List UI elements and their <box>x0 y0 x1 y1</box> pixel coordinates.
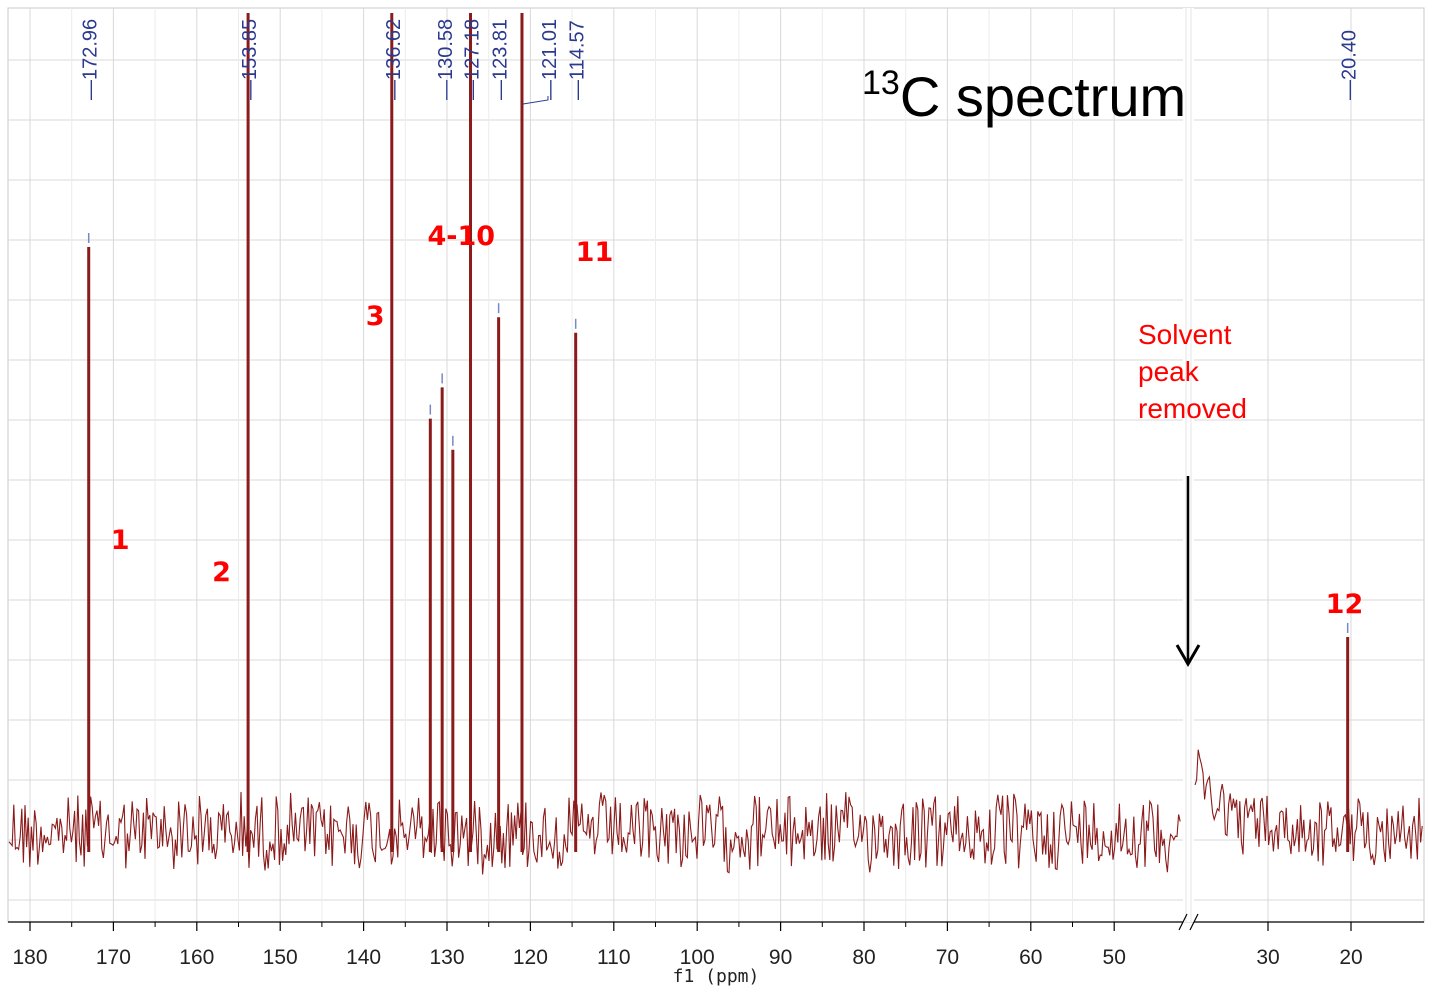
peak-labels: —172.96 —153.85 —136.62 —130.58 —127.18 —123.… <box>80 19 1361 105</box>
peak-label-114.57: —114.57 <box>567 20 589 100</box>
x-axis-label: f1 (ppm) <box>673 966 760 987</box>
axis-break-band <box>1183 8 1194 922</box>
assignment-label-4-10: 4-10 <box>427 221 496 252</box>
x-tick-label: 150 <box>263 946 298 969</box>
peak-label-text: —172.96 <box>80 19 102 100</box>
assignment-label-2: 2 <box>212 557 231 588</box>
x-tick-label: 70 <box>936 946 959 969</box>
peak-label-text: —114.57 <box>567 20 589 100</box>
assignment-label-3: 3 <box>365 301 385 332</box>
axis-break-mark <box>1178 913 1188 931</box>
peak-label-text: —123.81 <box>490 19 512 100</box>
peak-label-123.81: —123.81 <box>490 19 512 100</box>
peak-label-136.62: —136.62 <box>383 19 405 100</box>
x-tick-label: 90 <box>769 946 792 969</box>
solvent-arrow <box>1175 476 1201 667</box>
solvent-note-line-2: peak <box>1138 356 1199 387</box>
peak-label-121.01: —121.01 <box>522 19 561 105</box>
peak-label-text: —121.01 <box>539 19 561 100</box>
peak-label-153.85: —153.85 <box>239 19 261 100</box>
peak-label-text: —136.62 <box>383 19 405 100</box>
spectrum-trace <box>8 13 1423 875</box>
assignment-label-11: 11 <box>575 237 614 268</box>
x-tick-label: 100 <box>680 946 715 969</box>
x-tick-label: 160 <box>179 946 214 969</box>
x-tick-label: 30 <box>1256 946 1279 969</box>
peak-label-text: —127.18 <box>462 19 484 100</box>
solvent-note: Solvent peak removed <box>1138 316 1247 427</box>
x-tick-label: 120 <box>513 946 548 969</box>
arrow-head <box>1175 644 1201 667</box>
x-tick-label: 140 <box>346 946 381 969</box>
title-text: C spectrum <box>899 65 1187 128</box>
x-tick-label: 60 <box>1019 946 1042 969</box>
peak-label-text: —153.85 <box>239 19 261 100</box>
x-tick-label: 50 <box>1103 946 1126 969</box>
peak-label-127.18: —127.18 <box>462 19 484 100</box>
axis-break-mark <box>1189 913 1199 931</box>
peak-label-leader <box>522 96 549 105</box>
peak-label-text: —130.58 <box>435 19 457 100</box>
title-superscript: 13 <box>862 64 900 102</box>
x-tick-label: 80 <box>852 946 875 969</box>
x-tick-label: 180 <box>12 946 47 969</box>
x-tick-label: 110 <box>597 946 630 969</box>
plot-grid <box>7 7 1425 923</box>
baseline-noise-right <box>1194 749 1423 866</box>
peak-label-20.40: —20.40 <box>1339 30 1361 100</box>
assignment-label-1: 1 <box>110 525 130 556</box>
solvent-note-line-3: removed <box>1138 393 1247 424</box>
plot-frame <box>7 7 1425 923</box>
solvent-note-line-1: Solvent <box>1138 319 1232 350</box>
assignment-label-12: 12 <box>1325 589 1364 620</box>
x-tick-label: 170 <box>96 946 131 969</box>
baseline-noise-left <box>8 791 1181 875</box>
peak-label-text: —20.40 <box>1339 30 1361 100</box>
peak-label-130.58: —130.58 <box>435 19 457 100</box>
x-axis: 180 170 160 150 140 130 120 110 100 90 80 70 60 50 30 2… <box>8 913 1424 987</box>
x-tick-label: 20 <box>1339 946 1362 969</box>
x-tick-label: 130 <box>429 946 464 969</box>
peak-label-172.96: —172.96 <box>80 19 102 100</box>
chart-title: 13C spectrum <box>862 66 1186 125</box>
